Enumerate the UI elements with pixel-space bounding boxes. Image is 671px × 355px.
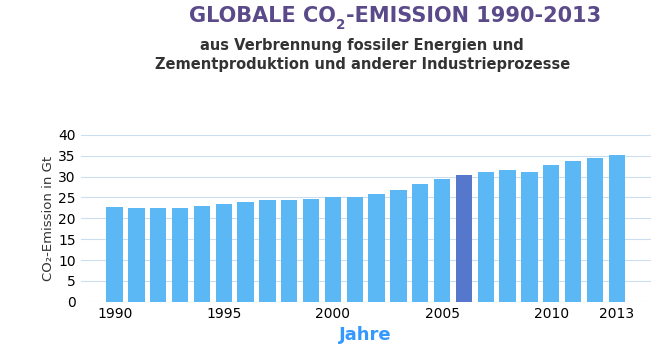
Text: GLOBALE CO: GLOBALE CO: [189, 6, 336, 26]
Bar: [107, 207, 123, 302]
Bar: [150, 208, 166, 302]
Bar: [281, 200, 297, 302]
Bar: [347, 197, 363, 302]
Bar: [586, 158, 603, 302]
Bar: [194, 206, 210, 302]
Text: 2: 2: [336, 18, 346, 32]
Bar: [391, 190, 407, 302]
Bar: [499, 170, 516, 302]
Bar: [259, 200, 276, 302]
X-axis label: Jahre: Jahre: [340, 326, 392, 344]
Bar: [303, 199, 319, 302]
Text: -EMISSION 1990-2013: -EMISSION 1990-2013: [346, 6, 601, 26]
Bar: [565, 161, 581, 302]
Bar: [172, 208, 189, 302]
Bar: [368, 194, 384, 302]
Bar: [543, 165, 560, 302]
Bar: [478, 172, 494, 302]
Bar: [434, 179, 450, 302]
Bar: [412, 184, 429, 302]
Bar: [215, 204, 232, 302]
Bar: [238, 202, 254, 302]
Text: aus Verbrennung fossiler Energien und
Zementproduktion und anderer Industrieproz: aus Verbrennung fossiler Energien und Ze…: [155, 38, 570, 72]
Bar: [521, 171, 537, 302]
Bar: [609, 155, 625, 302]
Y-axis label: CO₂-Emission in Gt: CO₂-Emission in Gt: [42, 156, 55, 281]
Bar: [325, 197, 341, 302]
Bar: [456, 175, 472, 302]
Bar: [128, 208, 145, 302]
